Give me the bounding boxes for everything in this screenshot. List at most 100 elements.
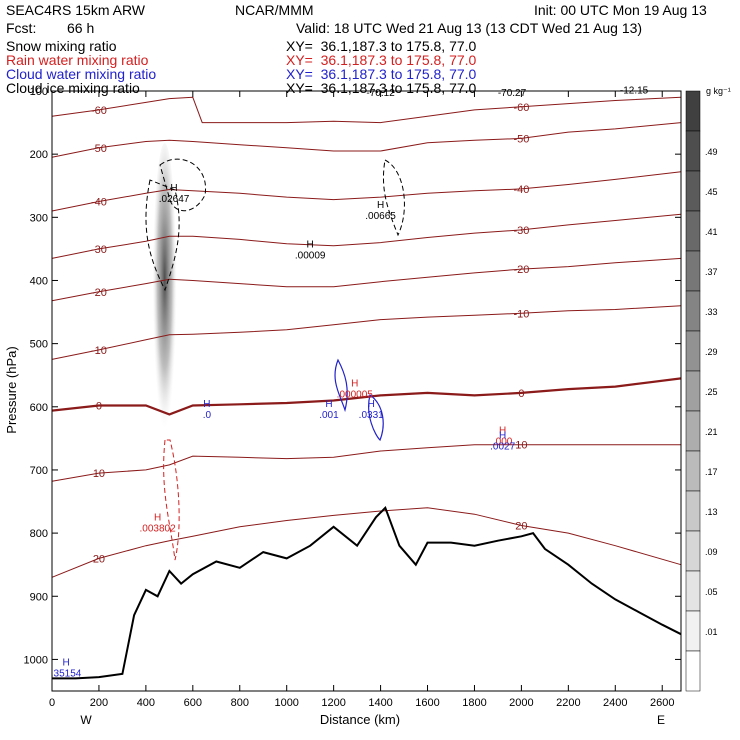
temperature-contour--20 bbox=[51, 257, 682, 302]
init-time: Init: 00 UTC Mon 19 Aug 13 bbox=[534, 2, 707, 18]
temperature-contour--50 bbox=[51, 122, 682, 158]
x-tick-label: 1200 bbox=[321, 697, 345, 709]
temperature-contour-label: -60 bbox=[91, 105, 107, 117]
cloud-water-contour bbox=[334, 358, 348, 413]
axes-frame: 0 200 400 600 800 1000 1200 1400 1600 1800 2000 220… bbox=[24, 86, 682, 709]
x-axis-title: Distance (km) bbox=[320, 712, 400, 727]
temperature-contour-label: 0 bbox=[518, 388, 524, 400]
temperature-contour-label: 10 bbox=[93, 468, 105, 480]
temperature-contour-label: -50 bbox=[91, 143, 107, 155]
temperature-contour-label: -40 bbox=[91, 197, 107, 209]
temperature-contour--30 bbox=[51, 213, 682, 259]
temperature-contour-label: 20 bbox=[93, 553, 105, 565]
temperature-contour-label: -30 bbox=[91, 244, 107, 256]
colorbar-label: .01 bbox=[705, 627, 718, 637]
temperature-contour-20 bbox=[51, 507, 682, 578]
max-marker-value: .02647 bbox=[159, 194, 190, 205]
colorbar-swatch bbox=[685, 450, 701, 492]
max-marker-value: .00009 bbox=[295, 251, 326, 262]
y-tick-label: 500 bbox=[30, 339, 48, 351]
temperature-contour-label: -20 bbox=[91, 287, 107, 299]
max-marker-value: .003802 bbox=[140, 523, 177, 534]
max-marker-value: .000 bbox=[493, 436, 513, 447]
max-marker-h: H bbox=[154, 512, 161, 523]
max-annotations: H.02647H.00665H.00009H.0H.001H.0331H.000… bbox=[51, 86, 649, 680]
cloud-water-contour-east bbox=[368, 393, 384, 442]
max-marker-h: H bbox=[368, 399, 375, 410]
colorbar-label: .09 bbox=[705, 547, 718, 557]
colorbar-label: .05 bbox=[705, 587, 718, 597]
y-tick-label: 100 bbox=[30, 86, 48, 98]
x-tick-label: 400 bbox=[137, 697, 155, 709]
right-endpoint-label: E bbox=[657, 713, 665, 727]
snow-contour bbox=[159, 158, 206, 212]
colorbar: .49 .45 .41 .37 .33 .29 .25 .21 .17 .13 .09 .05 .01 bbox=[685, 90, 718, 692]
x-tick-label: 1600 bbox=[415, 697, 439, 709]
y-axis-title: Pressure (hPa) bbox=[4, 346, 19, 433]
colorbar-swatch bbox=[685, 410, 701, 452]
field-name-cloud-water: Cloud water mixing ratio bbox=[6, 66, 157, 82]
colorbar-swatch bbox=[685, 490, 701, 532]
field-xy-rain: XY= 36.1,187.3 to 175.8, 77.0 bbox=[286, 52, 477, 68]
x-tick-label: 800 bbox=[231, 697, 249, 709]
x-tick-label: 2000 bbox=[509, 697, 533, 709]
colorbar-label: .49 bbox=[705, 147, 718, 157]
y-tick-label: 600 bbox=[30, 402, 48, 414]
max-marker-h: H bbox=[499, 430, 506, 441]
max-marker-h: H bbox=[325, 399, 332, 410]
y-tick-label: 900 bbox=[30, 591, 48, 603]
max-marker-value: .0331 bbox=[359, 410, 384, 421]
field-name-cloud-ice: Cloud ice mixing ratio bbox=[6, 80, 140, 96]
temperature-contour-label: 0 bbox=[96, 401, 102, 413]
max-marker-h: H bbox=[62, 658, 69, 669]
colorbar-label: .33 bbox=[705, 307, 718, 317]
temperature-contour--40 bbox=[51, 171, 682, 212]
max-marker-value: .0 bbox=[203, 410, 212, 421]
y-tick-label: 300 bbox=[30, 212, 48, 224]
x-tick-label: 200 bbox=[90, 697, 108, 709]
colorbar-swatch bbox=[685, 610, 701, 652]
max-marker-h: H bbox=[170, 183, 177, 194]
temperature-contour-label: -40 bbox=[513, 184, 529, 196]
x-tick-label: 600 bbox=[184, 697, 202, 709]
model-title: SEAC4RS 15km ARW bbox=[6, 2, 146, 18]
max-marker-value: .0027 bbox=[490, 441, 515, 452]
x-tick-label: 2600 bbox=[650, 697, 674, 709]
colorbar-swatch bbox=[685, 130, 701, 172]
max-marker-h: H bbox=[377, 200, 384, 211]
colorbar-label: .25 bbox=[705, 387, 718, 397]
temperature-contour-label: 20 bbox=[515, 521, 527, 533]
upper-level-label: -70.27 bbox=[498, 88, 527, 99]
colorbar-label: .29 bbox=[705, 347, 718, 357]
colorbar-swatch bbox=[685, 250, 701, 292]
x-tick-label: 0 bbox=[49, 697, 55, 709]
max-marker-value: .001 bbox=[319, 410, 339, 421]
temperature-contour-label: 10 bbox=[515, 440, 527, 452]
plot-frame bbox=[51, 90, 682, 692]
field-name-rain: Rain water mixing ratio bbox=[6, 52, 149, 68]
field-xy-snow: XY= 36.1,187.3 to 175.8, 77.0 bbox=[286, 38, 477, 54]
snow-shading-layer bbox=[152, 143, 177, 444]
temperature-contour--10 bbox=[51, 305, 682, 360]
institution-label: NCAR/MMM bbox=[235, 2, 314, 18]
colorbar-label: .45 bbox=[705, 187, 718, 197]
colorbar-label: .21 bbox=[705, 427, 718, 437]
valid-time: Valid: 18 UTC Wed 21 Aug 13 (13 CDT Wed … bbox=[296, 20, 643, 36]
temperature-contour-label: -30 bbox=[513, 225, 529, 237]
rain-contour bbox=[163, 439, 180, 561]
colorbar-label: .41 bbox=[705, 227, 718, 237]
terrain-line bbox=[52, 505, 682, 680]
max-marker-h: H bbox=[203, 399, 210, 410]
y-tick-label: 700 bbox=[30, 465, 48, 477]
forecast-hour: 66 h bbox=[67, 20, 95, 36]
temperature-contour-label: -20 bbox=[513, 264, 529, 276]
colorbar-swatch bbox=[685, 170, 701, 212]
snow-shading-plume bbox=[152, 143, 177, 444]
colorbar-swatch bbox=[685, 90, 701, 132]
snow-contour-east bbox=[382, 159, 405, 237]
colorbar-label: .37 bbox=[705, 267, 718, 277]
x-tick-label: 1800 bbox=[462, 697, 486, 709]
field-xy-cloud-water: XY= 36.1,187.3 to 175.8, 77.0 bbox=[286, 66, 477, 82]
